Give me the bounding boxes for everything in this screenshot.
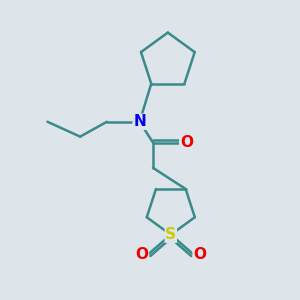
Text: N: N <box>133 114 146 129</box>
Text: O: O <box>193 247 206 262</box>
Text: O: O <box>180 135 193 150</box>
Text: O: O <box>136 247 148 262</box>
Text: S: S <box>165 227 176 242</box>
